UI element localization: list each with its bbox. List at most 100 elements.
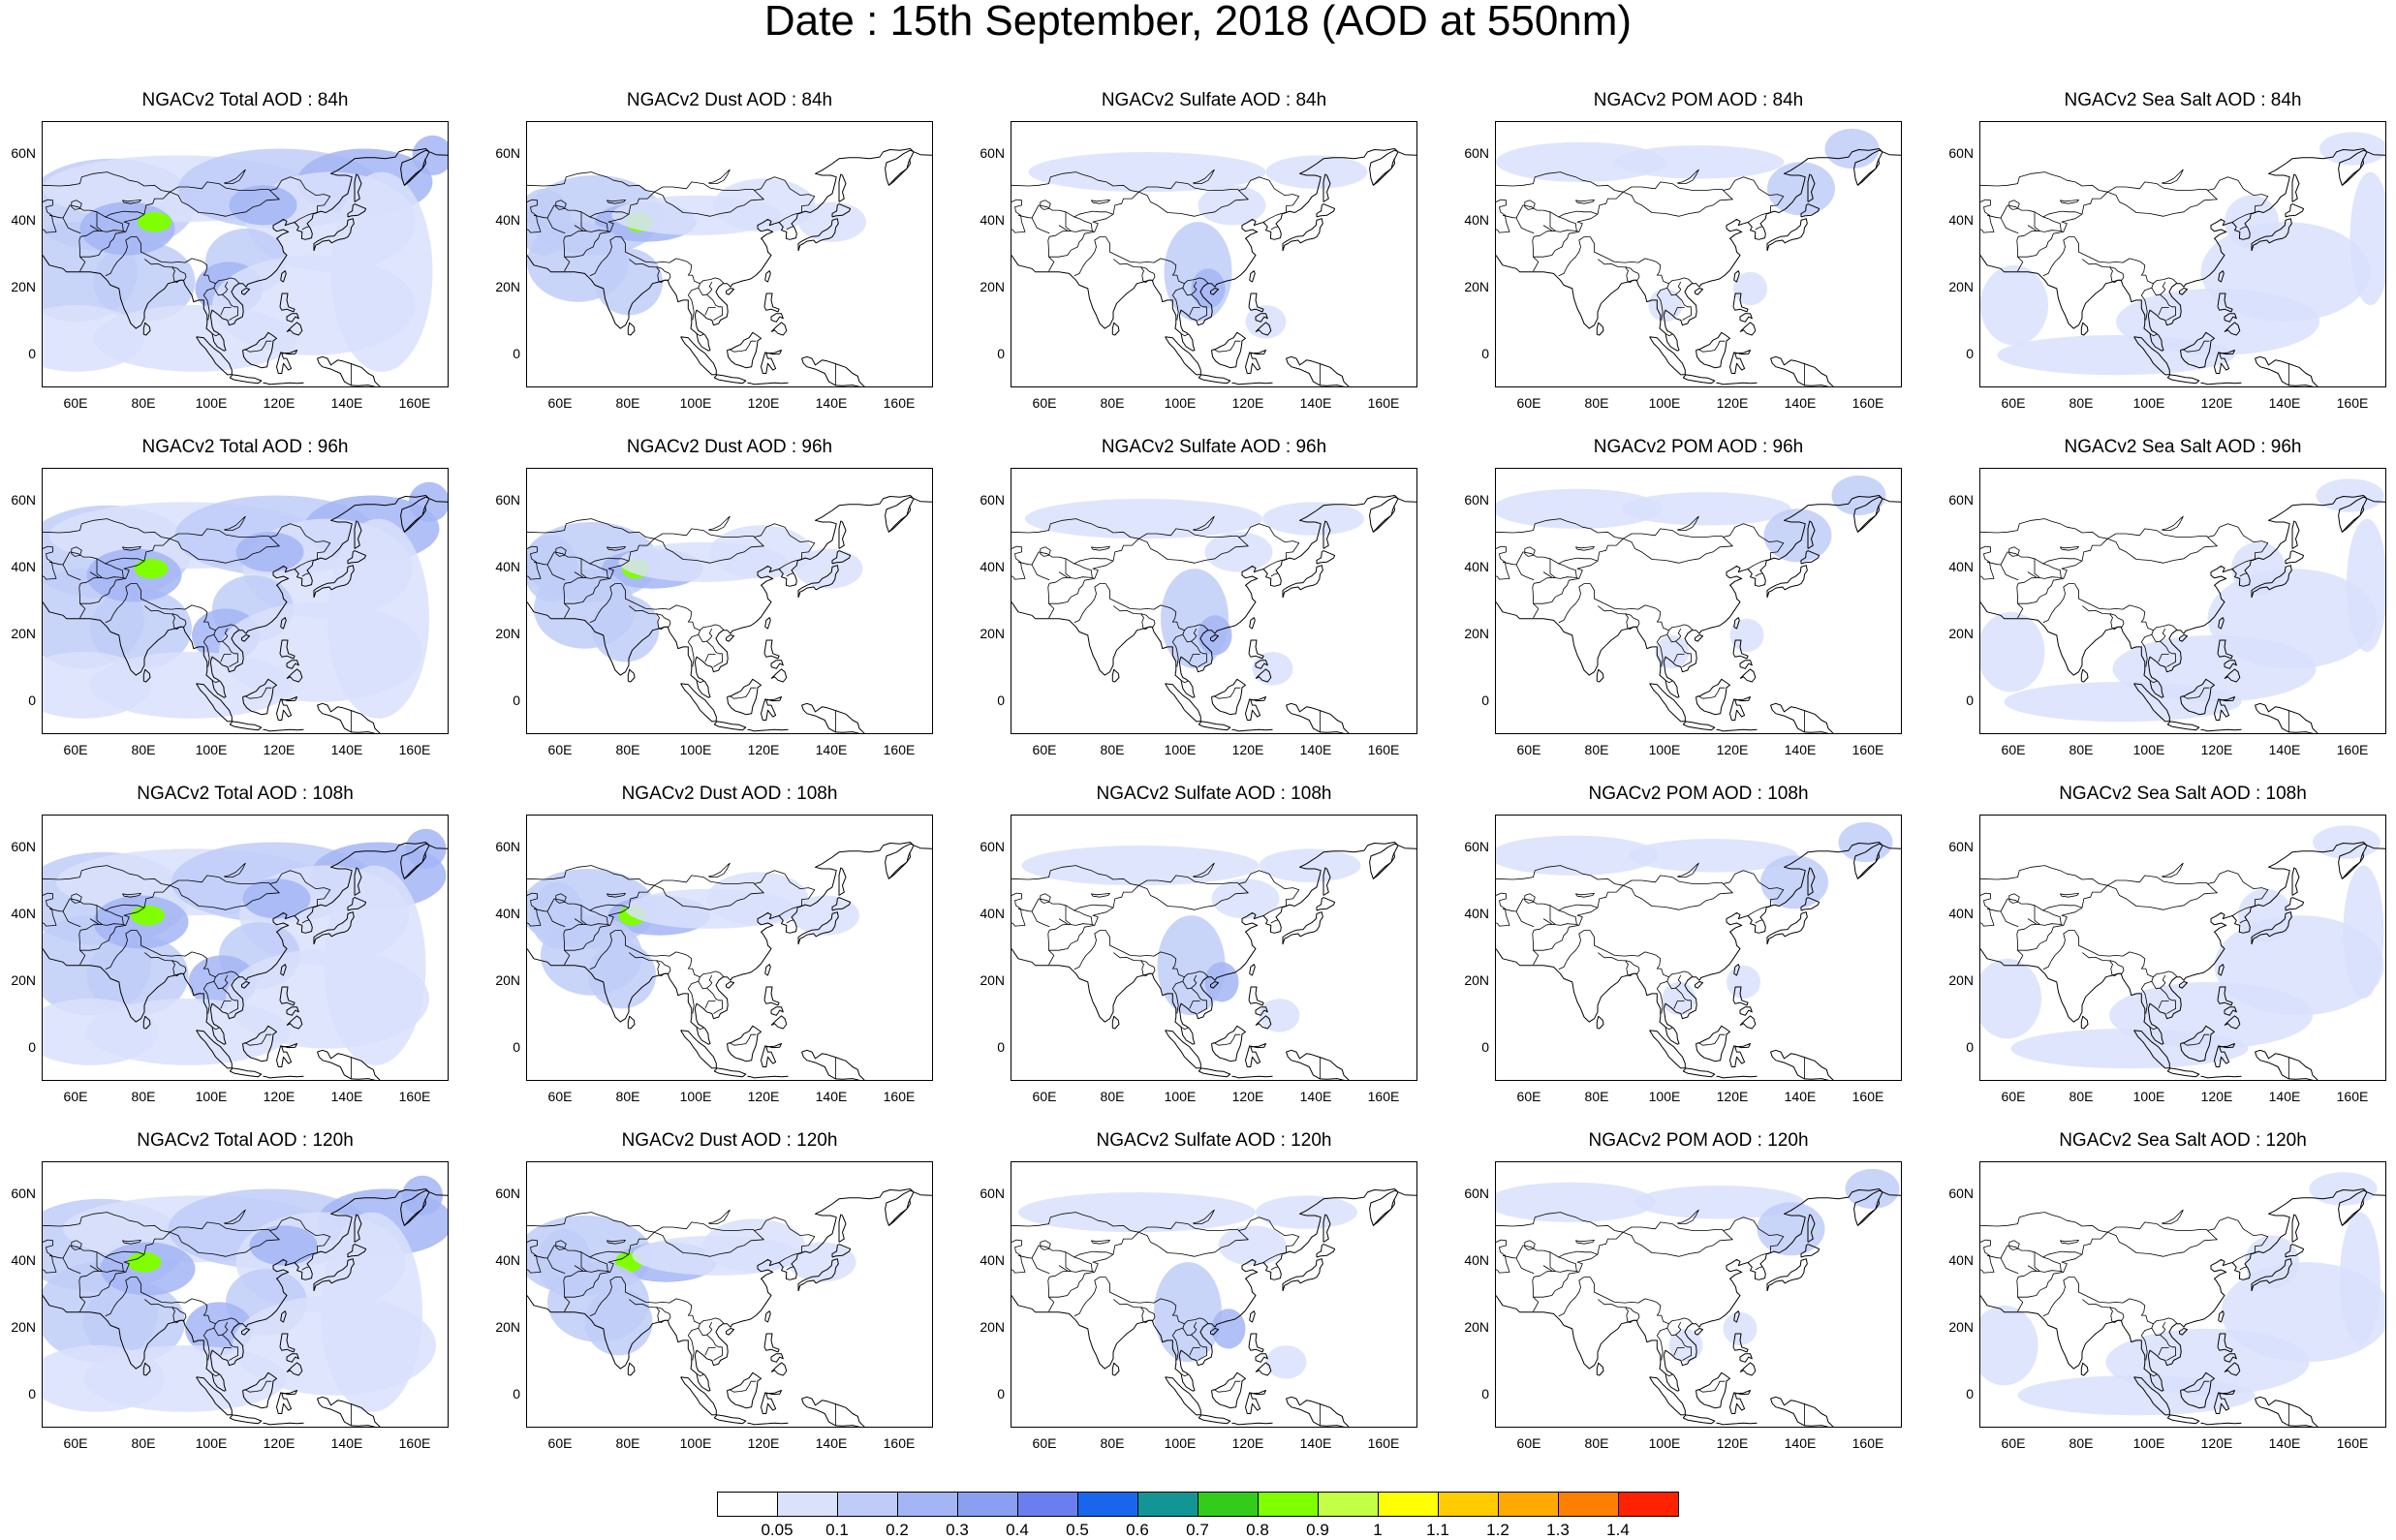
country-border xyxy=(1138,528,1239,539)
lon-tick-label: 60E xyxy=(1032,1435,1057,1451)
aod-field-area xyxy=(2340,1212,2380,1346)
aod-field-area xyxy=(1496,835,1659,876)
country-border xyxy=(580,1251,587,1272)
page-title: Date : 15th September, 2018 (AOD at 550n… xyxy=(763,0,1633,45)
lat-tick-label: 20N xyxy=(1948,1318,1974,1335)
coastline xyxy=(276,350,297,374)
coastline xyxy=(313,1258,355,1292)
lon-tick-label: 140E xyxy=(1784,1089,1817,1104)
coastline xyxy=(713,1067,747,1078)
lon-tick-label: 120E xyxy=(1716,1435,1749,1451)
coastline xyxy=(727,1371,762,1409)
country-border xyxy=(708,862,731,878)
coastline xyxy=(1210,1328,1219,1336)
aod-field-area xyxy=(321,1212,422,1412)
country-border xyxy=(700,277,725,284)
country-border xyxy=(2140,262,2154,321)
coastline xyxy=(726,634,734,642)
panel-title: NGACv2 Sulfate AOD : 120h xyxy=(1096,1130,1332,1151)
country-border xyxy=(215,277,240,284)
country-border xyxy=(1184,1317,1209,1324)
country-border xyxy=(215,1317,240,1324)
aod-field-area xyxy=(134,558,169,579)
lon-tick-label: 100E xyxy=(679,1089,712,1104)
lat-tick-label: 40N xyxy=(1948,212,1974,229)
coastline xyxy=(2200,1422,2242,1426)
country-border xyxy=(1574,546,1595,551)
coastline xyxy=(713,1414,747,1425)
country-border xyxy=(1598,952,1626,962)
aod-field-area xyxy=(1496,141,1665,182)
aod-field-area xyxy=(1204,962,1239,1002)
coastline xyxy=(1316,897,1336,911)
country-border xyxy=(1058,918,1069,925)
lat-tick-label: 40N xyxy=(495,906,520,922)
country-border xyxy=(606,1240,626,1245)
country-border xyxy=(1065,905,1072,925)
country-border xyxy=(48,551,145,566)
country-border xyxy=(1666,980,1693,1014)
country-border xyxy=(2027,918,2038,925)
country-border xyxy=(1040,200,1051,210)
country-border xyxy=(1533,1272,1579,1298)
country-border xyxy=(1666,633,1693,667)
aod-field-area xyxy=(1259,848,1361,882)
aod-field-area xyxy=(1211,878,1280,919)
country-border xyxy=(2239,226,2247,231)
lat-tick-label: 20N xyxy=(1464,278,1489,294)
country-border xyxy=(1184,624,1209,631)
lon-tick-label: 140E xyxy=(330,742,363,757)
coastline xyxy=(1695,981,1703,989)
coastline xyxy=(680,1376,717,1416)
country-border xyxy=(546,564,566,581)
lon-tick-label: 60E xyxy=(1032,1089,1057,1104)
coastline xyxy=(2342,851,2364,879)
country-border xyxy=(2034,558,2040,578)
coastline xyxy=(747,1422,789,1426)
country-border xyxy=(1534,230,1579,237)
coastline xyxy=(1011,148,1416,352)
country-border xyxy=(222,281,229,295)
country-border xyxy=(696,1372,704,1377)
country-border xyxy=(1673,1347,1685,1356)
country-border xyxy=(1058,1265,1069,1272)
country-border xyxy=(1549,905,1556,925)
map-canvas xyxy=(43,828,448,1080)
coastline xyxy=(286,1353,299,1363)
coastline xyxy=(1696,678,1730,716)
coastline xyxy=(1857,851,1880,879)
lon-tick-label: 80E xyxy=(131,742,156,757)
coastline xyxy=(2180,1371,2215,1409)
country-border xyxy=(527,518,655,539)
lat-tick-label: 20N xyxy=(1948,971,1974,988)
coastline xyxy=(770,668,788,683)
coastline xyxy=(1807,867,1816,896)
aod-field-area xyxy=(2010,1029,2249,1069)
lon-tick-label: 100E xyxy=(679,1435,712,1451)
country-border xyxy=(2149,679,2158,684)
country-border xyxy=(533,551,630,566)
country-border xyxy=(2239,572,2247,577)
country-border xyxy=(1524,546,1536,557)
country-border xyxy=(629,952,657,962)
coastline xyxy=(1248,639,1264,660)
country-border xyxy=(2160,281,2166,295)
aod-field-area xyxy=(1723,1311,1758,1346)
coastline xyxy=(888,505,911,533)
coastline xyxy=(1249,1310,1256,1323)
coastline xyxy=(404,1198,426,1226)
country-border xyxy=(565,576,610,584)
country-border xyxy=(589,563,608,578)
coastline xyxy=(1770,702,1834,733)
country-border xyxy=(2073,236,2141,263)
country-border xyxy=(1189,1347,1200,1356)
country-border xyxy=(2042,216,2062,231)
coastline xyxy=(313,218,355,252)
lon-tick-label: 120E xyxy=(1231,395,1264,411)
country-border xyxy=(1193,169,1215,184)
lat-tick-label: 0 xyxy=(1966,1038,1974,1055)
coastline xyxy=(1732,293,1749,313)
coastline xyxy=(2166,721,2200,731)
aod-field-area xyxy=(1668,1328,1703,1363)
